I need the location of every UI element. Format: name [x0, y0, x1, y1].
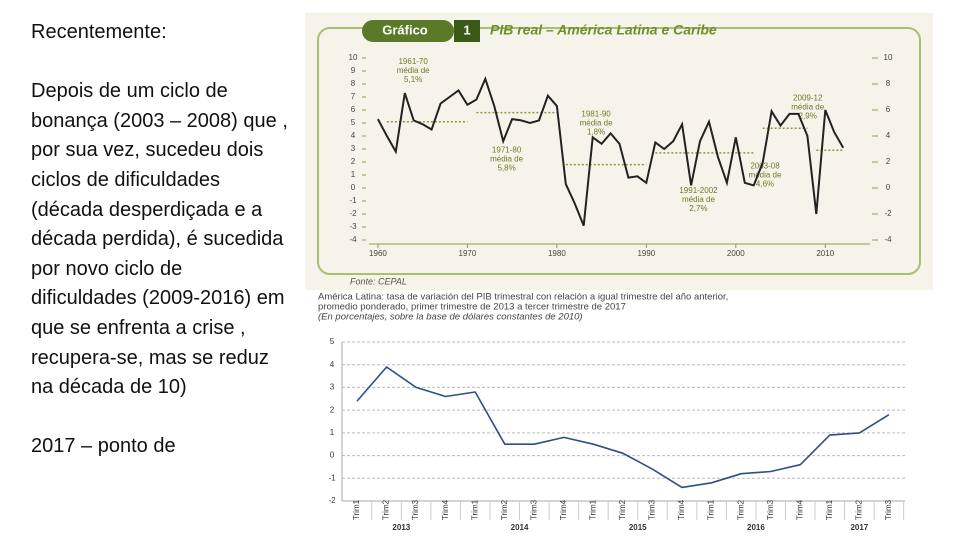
chart2-title: (En porcentajes, sobre la base de dólare… — [318, 312, 583, 323]
y-tick-label: -2 — [328, 496, 336, 505]
x-tick-label: Trim1 — [825, 499, 834, 520]
y2-tick-label: 4 — [886, 131, 891, 140]
y-tick-label: -1 — [328, 473, 336, 482]
x-group-label: 2015 — [629, 523, 647, 532]
y-tick-label: -4 — [349, 235, 357, 244]
x-tick-label: Trim1 — [470, 499, 479, 520]
y-tick-label: 1 — [330, 428, 335, 437]
y2-tick-label: 8 — [886, 79, 891, 88]
x-tick-label: 1980 — [548, 249, 566, 258]
x-tick-label: Trim3 — [884, 499, 893, 520]
chart2-title: promedio ponderado, primer trimestre de … — [318, 302, 626, 313]
y-tick-label: 4 — [330, 360, 335, 369]
y-tick-label: 7 — [351, 92, 356, 101]
annotation: média de — [682, 195, 715, 204]
x-tick-label: Trim1 — [589, 499, 598, 520]
y-tick-label: -2 — [349, 209, 357, 218]
annotation: média de — [791, 102, 824, 111]
annotation: média de — [490, 155, 523, 164]
x-tick-label: Trim3 — [648, 499, 657, 520]
annotation: 1,8% — [587, 128, 605, 137]
y-tick-label: -1 — [349, 196, 357, 205]
x-tick-label: Trim2 — [736, 499, 745, 520]
x-tick-label: Trim4 — [441, 499, 450, 520]
chart1-label: Gráfico — [382, 22, 428, 37]
chart2-title: América Latina: tasa de variación del PI… — [318, 292, 728, 303]
chart1-label-pill — [362, 20, 454, 42]
x-tick-label: Trim3 — [766, 499, 775, 520]
y-tick-label: 6 — [351, 105, 356, 114]
annotation: 1971-80 — [492, 146, 522, 155]
y-tick-label: 2 — [330, 405, 335, 414]
x-tick-label: 2000 — [727, 249, 745, 258]
y-tick-label: 9 — [351, 66, 356, 75]
annotation: 5,1% — [404, 75, 422, 84]
x-tick-label: Trim1 — [707, 499, 716, 520]
y2-tick-label: 0 — [886, 183, 891, 192]
annotation: 2,9% — [799, 111, 817, 120]
x-tick-label: Trim2 — [382, 499, 391, 520]
y-tick-label: 3 — [351, 144, 356, 153]
y-tick-label: 3 — [330, 383, 335, 392]
body-text: Depois de um ciclo de bonança (2003 – 20… — [31, 80, 288, 399]
y-tick-label: 0 — [330, 451, 335, 460]
y-tick-label: 4 — [351, 131, 356, 140]
heading: Recentemente: — [31, 21, 167, 43]
y-tick-label: 8 — [351, 79, 356, 88]
chart1-frame — [317, 27, 921, 275]
x-tick-label: Trim2 — [854, 499, 863, 520]
chart1-source: Fonte: CEPAL — [350, 276, 407, 286]
data-line — [377, 75, 845, 227]
x-tick-label: 1960 — [369, 249, 387, 258]
y2-tick-label: 6 — [886, 105, 891, 114]
annotation: média de — [749, 170, 782, 179]
annotation: 2009-12 — [793, 93, 823, 102]
x-tick-label: Trim2 — [618, 499, 627, 520]
x-group-label: 2016 — [747, 523, 765, 532]
y2-tick-label: -2 — [884, 209, 892, 218]
chart1-number-box — [454, 20, 480, 42]
x-tick-label: Trim4 — [559, 499, 568, 520]
slide-text: Recentemente: Depois de um ciclo de bona… — [31, 18, 289, 492]
annotation: 1961-70 — [398, 57, 428, 66]
x-tick-label: Trim4 — [677, 499, 686, 520]
y-tick-label: 1 — [351, 170, 356, 179]
chart2-background — [305, 290, 942, 540]
y-tick-label: 10 — [349, 53, 358, 62]
x-group-label: 2014 — [511, 523, 529, 532]
x-tick-label: Trim3 — [529, 499, 538, 520]
y2-tick-label: 10 — [884, 53, 893, 62]
y-tick-label: 5 — [351, 118, 356, 127]
annotation: média de — [397, 66, 430, 75]
x-tick-label: Trim2 — [500, 499, 509, 520]
chart1-number: 1 — [463, 22, 470, 37]
annotation: 2003-08 — [750, 161, 780, 170]
y-tick-label: 2 — [351, 157, 356, 166]
chart1-title: PIB real – América Latina e Caribe — [490, 22, 717, 38]
x-tick-label: 1990 — [637, 249, 655, 258]
y2-tick-label: -4 — [884, 235, 892, 244]
annotation: 1981-90 — [581, 110, 611, 119]
x-tick-label: 1970 — [459, 249, 477, 258]
y-tick-label: -3 — [349, 222, 357, 231]
y2-tick-label: 2 — [886, 157, 891, 166]
y-tick-label: 5 — [330, 337, 335, 346]
annotation: média de — [580, 119, 613, 128]
x-tick-label: 2010 — [816, 249, 834, 258]
footer-text: 2017 – ponto de — [31, 435, 176, 458]
chart1-background — [305, 13, 933, 290]
x-tick-label: Trim4 — [795, 499, 804, 520]
data-line — [356, 366, 890, 489]
x-group-label: 2013 — [392, 523, 410, 532]
annotation: 5,8% — [497, 164, 515, 173]
x-tick-label: Trim3 — [411, 499, 420, 520]
x-tick-label: Trim1 — [352, 499, 361, 520]
annotation: 2,7% — [689, 204, 707, 213]
y-tick-label: 0 — [351, 183, 356, 192]
annotation: 4,6% — [756, 179, 774, 188]
annotation: 1991-2002 — [679, 186, 718, 195]
x-group-label: 2017 — [850, 523, 868, 532]
